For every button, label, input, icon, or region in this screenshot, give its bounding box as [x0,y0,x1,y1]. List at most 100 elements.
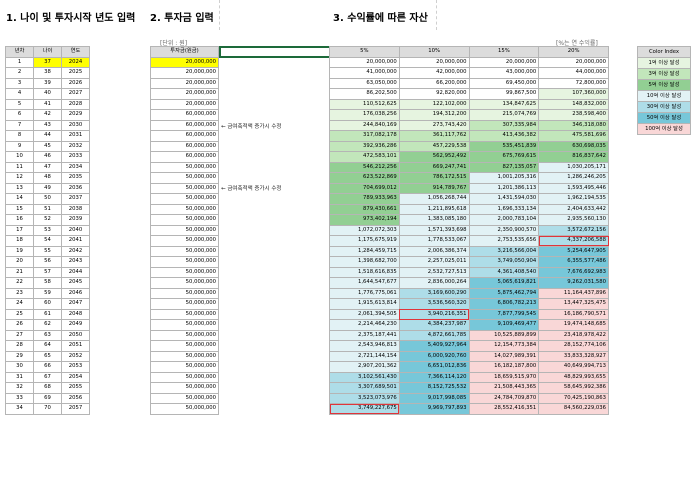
asset-cell[interactable]: 5,875,462,794 [468,287,540,299]
asset-cell[interactable]: 4,384,237,987 [398,319,470,331]
investment-cell[interactable]: 50,000,000 [150,382,219,394]
asset-cell[interactable]: 475,581,696 [538,130,609,142]
asset-cell[interactable]: 63,050,000 [329,77,400,89]
header-cell[interactable]: 나이 [33,46,62,58]
year-cell[interactable]: 2028 [61,98,90,110]
asset-cell[interactable]: 2,836,000,264 [398,277,470,289]
investment-cell[interactable]: 50,000,000 [150,161,219,173]
age-cell[interactable]: 69 [33,392,62,404]
asset-cell[interactable]: 3,216,566,004 [468,245,540,257]
asset-cell[interactable]: 535,451,839 [468,140,540,152]
asset-cell[interactable]: 20,000,000 [398,56,470,68]
asset-cell[interactable]: 2,375,187,441 [329,329,400,341]
year-index-cell[interactable]: 21 [5,266,34,278]
asset-cell[interactable]: 1,072,072,303 [329,224,400,236]
asset-cell[interactable]: 58,645,992,386 [538,382,609,394]
investment-cell[interactable]: 50,000,000 [150,256,219,268]
age-cell[interactable]: 66 [33,361,62,373]
asset-cell[interactable]: 1,571,393,698 [398,224,470,236]
asset-cell[interactable]: 562,952,492 [398,151,470,163]
asset-cell[interactable]: 1,696,333,134 [468,203,540,215]
investment-cell[interactable]: 60,000,000 [150,140,219,152]
age-cell[interactable]: 49 [33,182,62,194]
asset-cell[interactable]: 392,936,286 [329,140,400,152]
asset-cell[interactable]: 9,969,797,893 [398,403,470,415]
year-index-cell[interactable]: 25 [5,308,34,320]
asset-cell[interactable]: 2,061,394,505 [329,308,400,320]
year-cell[interactable]: 2052 [61,350,90,362]
year-cell[interactable]: 2046 [61,287,90,299]
age-cell[interactable]: 63 [33,329,62,341]
legend-item[interactable]: 3억 이상 달성 [637,68,691,80]
asset-cell[interactable]: 914,789,767 [398,182,470,194]
asset-cell[interactable]: 5,409,927,964 [398,340,470,352]
asset-cell[interactable]: 21,508,443,365 [468,382,540,394]
asset-cell[interactable]: 7,877,799,545 [468,308,540,320]
asset-cell[interactable]: 11,164,437,896 [538,287,609,299]
asset-cell[interactable]: 1,001,205,316 [468,172,540,184]
year-cell[interactable]: 2045 [61,277,90,289]
year-cell[interactable]: 2050 [61,329,90,341]
asset-cell[interactable]: 4,872,661,785 [398,329,470,341]
year-index-cell[interactable]: 4 [5,88,34,100]
year-index-cell[interactable]: 2 [5,67,34,79]
year-cell[interactable]: 2037 [61,193,90,205]
asset-cell[interactable]: 1,056,268,744 [398,193,470,205]
asset-cell[interactable]: 675,769,615 [468,151,540,163]
asset-cell[interactable]: 307,335,984 [468,119,540,131]
asset-cell[interactable]: 816,837,642 [538,151,609,163]
asset-cell[interactable]: 1,518,616,835 [329,266,400,278]
year-index-cell[interactable]: 14 [5,193,34,205]
asset-cell[interactable]: 1,398,682,700 [329,256,400,268]
asset-cell[interactable]: 16,186,790,571 [538,308,609,320]
year-cell[interactable]: 2051 [61,340,90,352]
year-index-cell[interactable]: 32 [5,382,34,394]
investment-cell[interactable]: 50,000,000 [150,298,219,310]
year-index-cell[interactable]: 16 [5,214,34,226]
year-cell[interactable]: 2027 [61,88,90,100]
age-cell[interactable]: 50 [33,193,62,205]
year-index-cell[interactable]: 5 [5,98,34,110]
age-cell[interactable]: 55 [33,245,62,257]
asset-cell[interactable]: 704,699,012 [329,182,400,194]
year-index-cell[interactable]: 15 [5,203,34,215]
investment-cell[interactable]: 50,000,000 [150,235,219,247]
asset-cell[interactable]: 1,593,495,446 [538,182,609,194]
investment-cell[interactable]: 60,000,000 [150,151,219,163]
investment-cell[interactable]: 20,000,000 [150,67,219,79]
asset-cell[interactable]: 4,337,206,588 [538,235,609,247]
age-cell[interactable]: 51 [33,203,62,215]
age-cell[interactable]: 58 [33,277,62,289]
asset-cell[interactable]: 2,721,144,154 [329,350,400,362]
legend-item[interactable]: 5억 이상 달성 [637,79,691,91]
year-index-cell[interactable]: 9 [5,140,34,152]
year-index-cell[interactable]: 11 [5,161,34,173]
year-index-cell[interactable]: 6 [5,109,34,121]
asset-cell[interactable]: 3,307,689,501 [329,382,400,394]
investment-cell[interactable]: 50,000,000 [150,214,219,226]
year-index-cell[interactable]: 30 [5,361,34,373]
asset-cell[interactable]: 457,229,538 [398,140,470,152]
asset-cell[interactable]: 48,829,993,655 [538,371,609,383]
asset-cell[interactable]: 2,543,946,813 [329,340,400,352]
year-index-cell[interactable]: 20 [5,256,34,268]
asset-cell[interactable]: 472,583,101 [329,151,400,163]
investment-cell[interactable]: 50,000,000 [150,392,219,404]
age-cell[interactable]: 53 [33,224,62,236]
asset-cell[interactable]: 3,536,560,320 [398,298,470,310]
year-index-cell[interactable]: 17 [5,224,34,236]
asset-cell[interactable]: 4,361,408,540 [468,266,540,278]
year-index-cell[interactable]: 31 [5,371,34,383]
asset-cell[interactable]: 72,800,000 [538,77,609,89]
age-cell[interactable]: 64 [33,340,62,352]
asset-cell[interactable]: 110,512,625 [329,98,400,110]
year-index-cell[interactable]: 34 [5,403,34,415]
asset-cell[interactable]: 194,312,200 [398,109,470,121]
year-index-cell[interactable]: 13 [5,182,34,194]
age-cell[interactable]: 70 [33,403,62,415]
year-cell[interactable]: 2056 [61,392,90,404]
asset-cell[interactable]: 20,000,000 [538,56,609,68]
year-cell[interactable]: 2042 [61,245,90,257]
year-index-cell[interactable]: 33 [5,392,34,404]
asset-cell[interactable]: 14,027,989,391 [468,350,540,362]
